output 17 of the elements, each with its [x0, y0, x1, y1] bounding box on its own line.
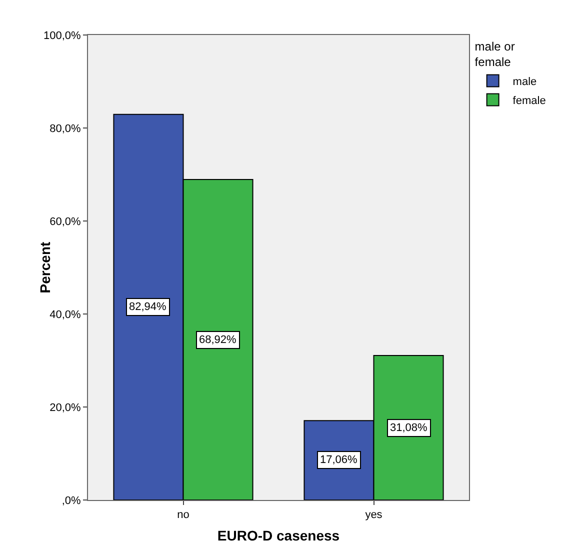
y-tick-label: 100,0%	[43, 30, 82, 42]
legend-title: male or female	[474, 40, 515, 70]
data-label: 82,94%	[129, 301, 167, 313]
y-tick-label: ,0%	[62, 494, 82, 507]
y-tick-label: 40,0%	[50, 308, 82, 321]
data-label: 31,08%	[390, 422, 428, 434]
x-tick-label: yes	[365, 509, 383, 522]
data-label: 68,92%	[199, 334, 237, 346]
x-axis-title: EURO-D caseness	[217, 528, 340, 544]
y-tick-label: 80,0%	[50, 122, 82, 135]
y-axis-title: Percent	[37, 241, 53, 294]
y-tick-label: 20,0%	[50, 402, 82, 414]
y-tick-label: 60,0%	[50, 216, 82, 228]
data-label: 17,06%	[320, 454, 358, 466]
x-tick-label: no	[177, 509, 190, 522]
legend-label: male	[512, 76, 537, 88]
legend-label: female	[512, 94, 546, 107]
